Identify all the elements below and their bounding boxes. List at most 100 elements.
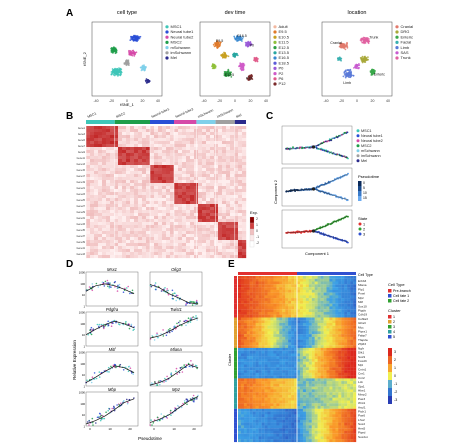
heatmap-cell: [234, 219, 239, 223]
heatmap-cell: [190, 183, 195, 187]
heatmap-cell: [255, 312, 259, 315]
heatmap-cell: [178, 126, 183, 130]
heatmap-cell: [114, 198, 119, 202]
pseudotime-heatmap: Cell TypeClusterErbb3MlanaPlp1PmelMpzMit…: [228, 272, 411, 443]
heatmap-cell: [294, 289, 298, 293]
heatmap-cell: [234, 228, 239, 232]
heatmap-cell: [158, 222, 163, 226]
gene-row-label: Gene15: [76, 169, 85, 172]
heatmap-cell: [279, 281, 283, 285]
heatmap-cell: [258, 281, 262, 285]
heatmap-cell: [146, 147, 151, 151]
cluster-label: P12: [246, 77, 252, 81]
heatmap-cell: [142, 147, 147, 151]
heatmap-cell: [90, 186, 95, 190]
x-tick-label: 20: [192, 427, 196, 431]
heatmap-cell: [102, 219, 107, 223]
heatmap-cell: [90, 183, 95, 187]
heatmap-cell: [134, 186, 139, 190]
heatmap-cell: [305, 289, 309, 293]
heatmap-cell: [170, 249, 175, 253]
heatmap-cell: [110, 132, 115, 136]
heatmap-cell: [226, 204, 231, 208]
cell-point: [143, 65, 146, 68]
heatmap-cell: [118, 216, 123, 220]
heatmap-cell: [240, 331, 244, 335]
pseudotime-tick: 5: [363, 186, 365, 190]
heatmap-cell: [234, 243, 239, 247]
heatmap-cell: [210, 183, 215, 187]
heatmap-cell: [114, 216, 119, 220]
heatmap-cell: [118, 153, 123, 157]
heatmap-cell: [264, 300, 268, 304]
expression-point: [167, 293, 170, 296]
heatmap-cell: [178, 255, 183, 259]
heatmap-cell: [285, 309, 289, 313]
marker-heatmap: MSC1 MSC2 Neural tube1 Neural tube2 mSchwann…: [76, 107, 259, 259]
heatmap-cell: [344, 317, 348, 321]
expression-point: [99, 419, 102, 422]
heatmap-cell: [86, 156, 91, 160]
heatmap-cell: [305, 317, 309, 321]
heatmap-cell: [98, 189, 103, 193]
heatmap-cell: [273, 284, 277, 288]
heatmap-cell: [142, 159, 147, 163]
heatmap-cell: [242, 237, 247, 241]
expression-point: [122, 369, 125, 371]
heatmap-cell: [230, 192, 235, 196]
heatmap-cell: [118, 135, 123, 139]
heatmap-cell: [210, 240, 215, 244]
heatmap-cell: [190, 132, 195, 136]
heatmap-cell: [344, 314, 348, 318]
cell-point: [112, 49, 115, 52]
expression-point: [163, 288, 165, 291]
heatmap-cell: [86, 219, 91, 223]
heatmap-cell: [170, 246, 175, 250]
heatmap-cell: [214, 213, 219, 217]
heatmap-cell: [190, 249, 195, 253]
heatmap-cell: [166, 225, 171, 229]
heatmap-cell: [329, 292, 333, 296]
heatmap-cell: [102, 252, 107, 256]
heatmap-cell: [264, 295, 268, 299]
heatmap-cell: [102, 153, 107, 157]
heatmap-cell: [305, 287, 309, 290]
heatmap-cell: [162, 162, 167, 166]
heatmap-cell: [243, 320, 247, 324]
col-annotation-label: Cell Type: [358, 273, 373, 277]
legend-label: Neural tube1: [171, 29, 195, 34]
expression-point: [87, 333, 89, 336]
heatmap-cell: [230, 141, 235, 145]
heatmap-cell: [130, 225, 135, 229]
heatmap-cell: [134, 228, 139, 232]
heatmap-cell: [234, 141, 239, 145]
heatmap-cell: [353, 328, 357, 332]
heatmap-cell: [210, 138, 215, 142]
heatmap-cell: [166, 231, 171, 235]
heatmap-cell: [308, 309, 312, 313]
expression-point: [156, 416, 159, 419]
expression-point: [189, 321, 192, 323]
gene-plot-frame: [149, 391, 203, 427]
heatmap-cell: [255, 284, 259, 288]
heatmap-cell: [218, 132, 223, 136]
heatmap-cell: [252, 292, 256, 296]
heatmap-cell: [86, 222, 91, 226]
heatmap-cell: [106, 246, 111, 250]
heatmap-cell: [134, 129, 139, 133]
heatmap-cell: [317, 331, 321, 335]
cell-point: [338, 57, 340, 59]
heatmap-cell: [118, 159, 123, 163]
trajectory-frame: [281, 209, 353, 249]
heatmap-cell: [126, 150, 131, 154]
heatmap-cell: [258, 278, 262, 282]
heatmap-cell: [162, 168, 167, 172]
heatmap-cell: [174, 132, 179, 136]
heatmap-cell: [285, 298, 289, 301]
heatmap-cell: [288, 312, 292, 315]
branch-node: [311, 145, 316, 149]
heatmap-cell: [106, 135, 111, 139]
cell-point: [119, 72, 122, 75]
panel-letter-b: B: [66, 111, 73, 122]
heatmap-cell: [154, 147, 159, 151]
